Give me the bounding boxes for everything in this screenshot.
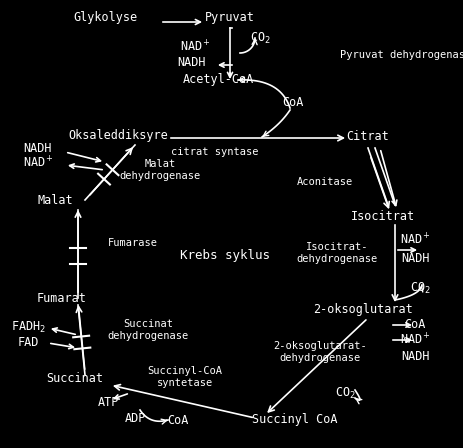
Text: Glykolyse: Glykolyse — [73, 12, 137, 25]
Text: FAD: FAD — [17, 336, 39, 349]
Text: Succinat
dehydrogenase: Succinat dehydrogenase — [107, 319, 188, 341]
Text: Aconitase: Aconitase — [297, 177, 353, 187]
Text: Acetyl-CoA: Acetyl-CoA — [182, 73, 254, 86]
Text: FADH$_2$: FADH$_2$ — [11, 319, 45, 335]
Text: NADH: NADH — [401, 251, 429, 264]
Text: CO$_2$: CO$_2$ — [335, 385, 356, 401]
Text: CoA: CoA — [282, 96, 304, 109]
Text: NADH: NADH — [178, 56, 206, 69]
Text: NADH: NADH — [24, 142, 52, 155]
Text: CO$_2$: CO$_2$ — [250, 30, 270, 46]
Text: Isocitrat-
dehydrogenase: Isocitrat- dehydrogenase — [296, 242, 378, 264]
Text: Succinyl-CoA
syntetase: Succinyl-CoA syntetase — [148, 366, 223, 388]
Text: Citrat: Citrat — [347, 129, 389, 142]
Text: Oksaleddiksyre: Oksaleddiksyre — [68, 129, 168, 142]
Text: NAD$^+$: NAD$^+$ — [180, 39, 211, 55]
Text: Pyruvat dehydrogenase: Pyruvat dehydrogenase — [340, 50, 463, 60]
Text: NAD$^+$: NAD$^+$ — [400, 233, 431, 248]
Text: ATP: ATP — [97, 396, 119, 409]
Text: Malat: Malat — [37, 194, 73, 207]
Text: Fumarat: Fumarat — [37, 292, 87, 305]
Text: 2-oksoglutarat: 2-oksoglutarat — [313, 303, 413, 316]
Text: CoA: CoA — [404, 319, 425, 332]
Text: citrat syntase: citrat syntase — [171, 147, 259, 157]
Text: CO$_2$: CO$_2$ — [410, 280, 430, 296]
Text: Succinat: Succinat — [46, 371, 104, 384]
Text: Malat
dehydrogenase: Malat dehydrogenase — [119, 159, 200, 181]
Text: Isocitrat: Isocitrat — [351, 210, 415, 223]
Text: Succinyl CoA: Succinyl CoA — [252, 414, 338, 426]
Text: NAD$^+$: NAD$^+$ — [23, 155, 53, 171]
Text: Krebs syklus: Krebs syklus — [180, 249, 270, 262]
Text: NAD$^+$: NAD$^+$ — [400, 332, 431, 348]
Text: Pyruvat: Pyruvat — [205, 12, 255, 25]
Text: CoA: CoA — [167, 414, 189, 426]
Text: 2-oksoglutarat-
dehydrogenase: 2-oksoglutarat- dehydrogenase — [273, 341, 367, 363]
Text: ADP: ADP — [124, 412, 146, 425]
Text: NADH: NADH — [401, 349, 429, 362]
Text: Fumarase: Fumarase — [108, 238, 158, 248]
